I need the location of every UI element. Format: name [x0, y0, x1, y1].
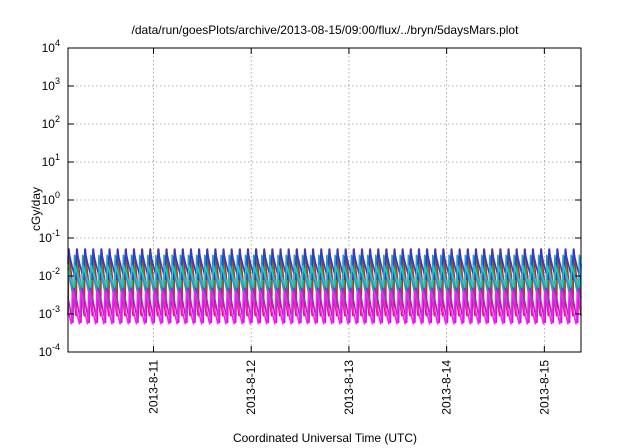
axis-ticks: 10-4 10-3 10-2 10-1 100 101 102 103 104 2013-8-11… — [39, 38, 581, 415]
series-line — [67, 248, 582, 281]
y-tick-label: 10-1 — [39, 228, 60, 245]
series-line — [67, 254, 582, 299]
series-line — [67, 290, 582, 325]
x-tick-label: 2013-8-13 — [342, 360, 356, 415]
y-axis-label: cGy/day — [29, 187, 43, 231]
x-tick-label: 2013-8-12 — [244, 360, 258, 415]
y-tick-label: 10-4 — [39, 342, 60, 359]
y-tick-label: 100 — [42, 190, 60, 207]
series-line — [67, 264, 582, 288]
y-tick-label: 10-2 — [39, 266, 60, 283]
y-tick-label: 10-3 — [39, 304, 60, 321]
y-tick-label: 103 — [42, 76, 60, 93]
y-tick-label: 102 — [42, 114, 60, 131]
x-tick-label: 2013-8-14 — [440, 360, 454, 415]
x-tick-label: 2013-8-11 — [147, 360, 161, 414]
series-layer — [67, 248, 582, 325]
chart-title: /data/run/goesPlots/archive/2013-08-15/0… — [132, 23, 520, 37]
y-tick-label: 101 — [42, 152, 60, 169]
y-tick-label: 104 — [42, 38, 60, 55]
x-axis-label: Coordinated Universal Time (UTC) — [233, 431, 417, 445]
x-tick-label: 2013-8-15 — [537, 360, 551, 415]
